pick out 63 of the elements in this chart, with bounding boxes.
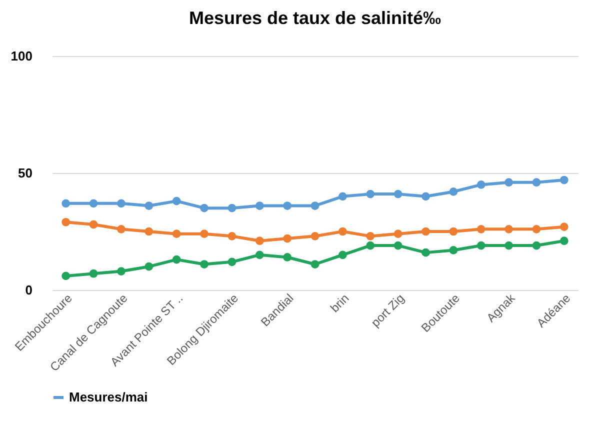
point [338,250,347,260]
point [89,199,98,208]
point [62,199,70,208]
point [172,196,181,206]
point [422,248,430,257]
point [310,232,320,240]
point [62,218,70,226]
point [394,190,402,198]
point [449,246,458,254]
legend-label: Mesures/mai [69,390,148,404]
point [117,199,126,208]
point [532,241,541,250]
point [338,227,347,236]
point [228,204,236,212]
point [144,202,154,210]
point [394,241,402,250]
point [504,224,513,234]
point [449,227,458,236]
point [560,236,568,246]
point [255,250,264,260]
point [366,190,375,198]
point [449,188,458,196]
point [310,260,320,268]
point [560,222,568,231]
point [283,202,292,210]
point [172,255,181,264]
point [422,192,430,201]
x-tick-label: brin [328,291,352,316]
point [283,253,292,262]
y-tick-label: 0 [25,282,32,298]
point [255,236,264,246]
point [283,234,292,243]
point [200,260,208,268]
point [200,230,208,238]
point [338,192,347,201]
point [89,269,98,278]
point [228,258,236,266]
point [532,178,541,187]
point [117,224,126,234]
point [366,232,375,240]
point [144,262,154,271]
point [532,224,541,234]
point [476,224,486,234]
point [560,176,568,184]
point [476,241,486,250]
point [422,227,430,236]
y-tick-label: 100 [10,48,32,64]
point [89,220,98,229]
point [117,267,126,276]
point [200,204,208,212]
point [144,227,154,236]
point [504,178,513,187]
point [394,230,402,238]
point [476,180,486,189]
point [255,202,264,210]
y-tick-label: 50 [18,166,32,180]
point [504,241,513,250]
point [366,241,375,250]
point [228,232,236,240]
point [172,230,181,238]
point [310,202,320,210]
point [62,272,70,280]
chart-title: Mesures de taux de salinité‰ [188,8,442,28]
